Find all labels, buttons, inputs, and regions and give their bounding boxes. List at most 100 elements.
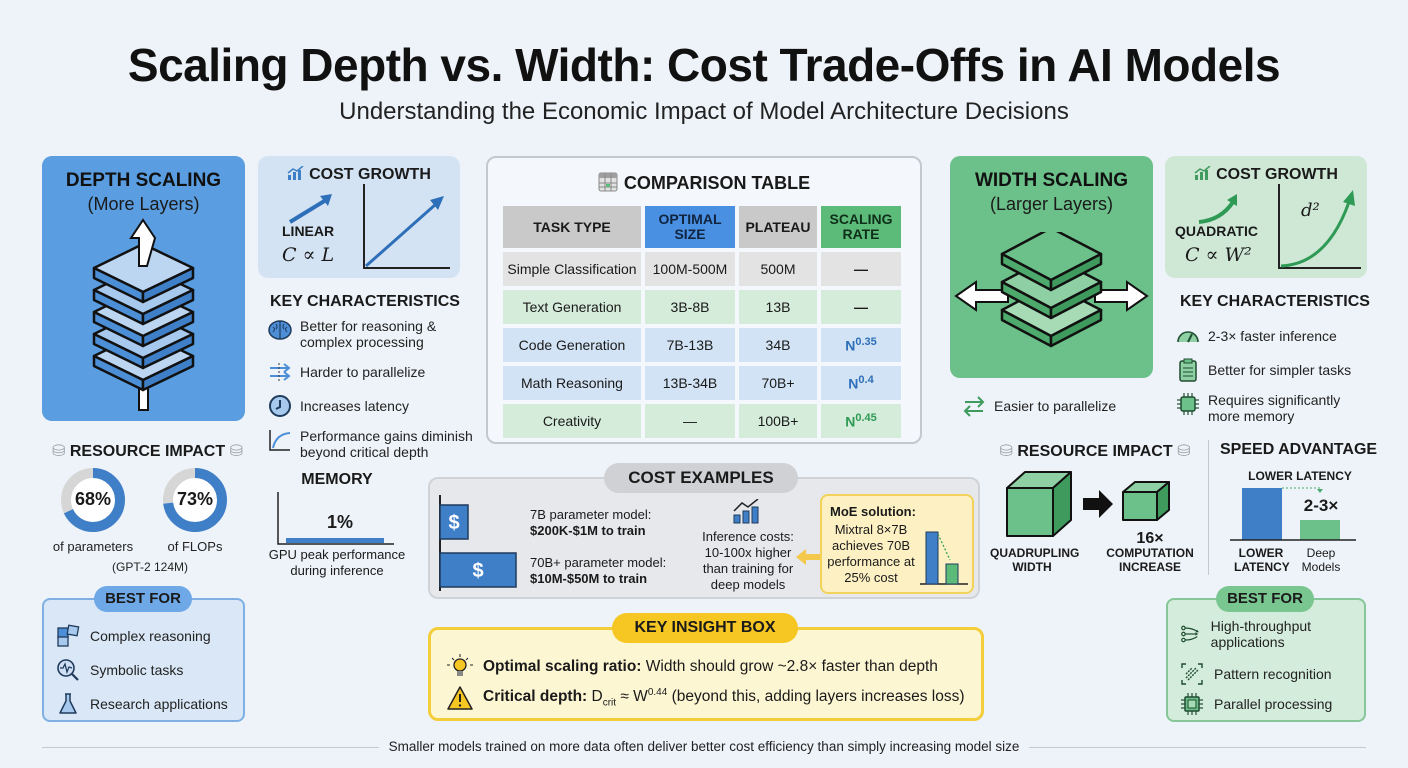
database-icon: ⛁ xyxy=(229,443,243,460)
depth-resource-impact-heading: ⛁ RESOURCE IMPACT ⛁ xyxy=(52,443,243,460)
depth-cost-growth-heading: COST GROWTH xyxy=(258,165,460,184)
computation-increase-label: COMPUTATION INCREASE xyxy=(1106,546,1194,574)
comparison-table-card: COMPARISON TABLE TASK TYPE OPTIMAL SIZE … xyxy=(486,156,922,444)
width-characteristic-item: Better for simpler tasks xyxy=(1176,358,1376,382)
swap-arrows-icon xyxy=(963,396,985,417)
moe-solution-box: MoE solution: Mixtral 8×7B achieves 70B … xyxy=(820,494,974,594)
depth-characteristics-list: Better for reasoning & complex processin… xyxy=(268,318,483,460)
quadratic-growth-chart xyxy=(1278,184,1361,269)
clipboard-icon xyxy=(1179,358,1197,382)
curve-label: d² xyxy=(1301,200,1320,221)
column-header-scaling-rate: SCALING RATE xyxy=(821,206,901,248)
insight-row-scaling-ratio: Optimal scaling ratio: Width should grow… xyxy=(447,654,938,680)
width-best-for-pill: BEST FOR xyxy=(1216,586,1314,612)
flask-icon xyxy=(59,693,77,714)
database-icon: ⛁ xyxy=(999,443,1013,460)
flops-label: of FLOPs xyxy=(167,539,223,554)
table-row: Creativity — 100B+ N0.45 xyxy=(503,404,901,438)
flops-donut: 73% xyxy=(162,467,228,533)
table-row: Simple Classification 100M-500M 500M — xyxy=(503,252,901,286)
cube-comparison-graphic xyxy=(1006,471,1170,537)
page-title: Scaling Depth vs. Width: Cost Trade-Offs… xyxy=(127,39,1281,91)
width-scaling-title: WIDTH SCALING xyxy=(974,170,1129,191)
cost-example-7b: 7B parameter model: $200K-$1M to train xyxy=(530,507,652,538)
chip-icon xyxy=(1177,393,1199,415)
speed-bar-label-deep-models: Deep Models xyxy=(1301,546,1341,574)
table-row: Text Generation 3B-8B 13B — xyxy=(503,290,901,324)
wide-layers-icon xyxy=(954,232,1149,348)
cost-example-70b: 70B+ parameter model: $10M-$50M to train xyxy=(530,555,667,586)
cost-examples-pill: COST EXAMPLES xyxy=(604,463,798,493)
table-row: Math Reasoning 13B-34B 70B+ N0.4 xyxy=(503,366,901,400)
insight-row-critical-depth: Critical depth: Dcrit ≈ W0.44 (beyond th… xyxy=(447,686,965,710)
lightbulb-icon xyxy=(447,654,473,676)
diminishing-curve-icon xyxy=(269,430,291,451)
best-for-item: Complex reasoning xyxy=(56,624,211,648)
depth-scaling-panel: DEPTH SCALING (More Layers) xyxy=(42,156,245,421)
linear-arrow-icon xyxy=(288,194,332,224)
curved-arrow-icon xyxy=(1198,194,1237,224)
depth-best-for-card: Complex reasoning Symbolic tasks Researc… xyxy=(42,598,245,722)
warning-icon xyxy=(447,686,473,710)
depth-cost-formula: C ∝ L xyxy=(282,244,335,266)
divider xyxy=(1208,440,1209,575)
comparison-table-title: COMPARISON TABLE xyxy=(488,172,920,194)
speed-factor: 2-3× xyxy=(1303,496,1339,515)
table-icon xyxy=(598,172,618,192)
parameters-label: of parameters xyxy=(52,539,134,554)
dollar-icon: $ xyxy=(472,560,483,582)
column-header-task-type: TASK TYPE xyxy=(503,206,641,248)
width-scaling-subtitle: (Larger Layers) xyxy=(989,194,1114,214)
depth-characteristic-item: Harder to parallelize xyxy=(268,360,483,384)
speed-advantage-heading: SPEED ADVANTAGE xyxy=(1220,441,1378,458)
footer-note: Smaller models trained on more data ofte… xyxy=(0,739,1408,754)
width-cost-formula: C ∝ W² xyxy=(1185,244,1252,266)
stacked-layers-icon xyxy=(92,218,195,411)
width-characteristics-list: 2-3× faster inference Better for simpler… xyxy=(1176,324,1376,424)
puzzle-icon xyxy=(57,624,80,647)
column-header-optimal-size: OPTIMAL SIZE xyxy=(645,206,735,248)
best-for-item: Pattern recognition xyxy=(1180,662,1332,686)
network-flow-icon xyxy=(1181,625,1199,643)
gpt2-note: (GPT-2 124M) xyxy=(111,560,189,574)
best-for-item: High-throughput applications xyxy=(1180,618,1364,650)
depth-best-for-pill: BEST FOR xyxy=(94,586,192,612)
width-cost-growth-label: QUADRATIC xyxy=(1175,223,1258,239)
moe-text: Mixtral 8×7B achieves 70B performance at… xyxy=(827,522,915,585)
best-for-item: Symbolic tasks xyxy=(56,658,183,682)
magnifier-wave-icon xyxy=(57,659,79,681)
depth-characteristic-item: Performance gains diminish beyond critic… xyxy=(268,428,483,460)
database-icon: ⛁ xyxy=(52,443,66,460)
width-characteristic-item: 2-3× faster inference xyxy=(1176,324,1376,348)
depth-cost-growth-label: LINEAR xyxy=(282,223,335,239)
width-cost-growth-heading: COST GROWTH xyxy=(1165,165,1367,184)
chart-growth-icon xyxy=(1194,165,1211,180)
width-parallel-note: Easier to parallelize xyxy=(962,394,1116,418)
width-scaling-panel: WIDTH SCALING (Larger Layers) xyxy=(950,156,1153,378)
depth-cost-growth-card: COST GROWTH LINEAR C ∝ L xyxy=(258,156,460,278)
depth-scaling-subtitle: (More Layers) xyxy=(87,194,200,214)
quadrupling-width-label: QUADRUPLING WIDTH xyxy=(990,546,1080,574)
chart-growth-icon xyxy=(287,165,304,180)
speed-bar-label-lower-latency: LOWER LATENCY xyxy=(1234,546,1290,574)
memory-caption: GPU peak performance during inference xyxy=(268,547,406,578)
width-resource-impact-heading: ⛁ RESOURCE IMPACT ⛁ xyxy=(999,443,1191,460)
speed-chart-title: LOWER LATENCY xyxy=(1248,469,1352,483)
width-cost-growth-card: COST GROWTH QUADRATIC C ∝ W² d² xyxy=(1165,156,1367,278)
width-best-for-card: High-throughput applications Pattern rec… xyxy=(1166,598,1366,722)
cost-bars-chart: $ $ xyxy=(439,495,517,591)
memory-bar-chart xyxy=(277,492,394,545)
brain-icon xyxy=(268,320,292,340)
database-icon: ⛁ xyxy=(1177,443,1191,460)
table-row: Code Generation 7B-13B 34B N0.35 xyxy=(503,328,901,362)
computation-multiplier: 16× xyxy=(1136,530,1164,547)
parameters-donut: 68% xyxy=(60,467,126,533)
column-header-plateau: PLATEAU xyxy=(739,206,817,248)
inference-cost-note: Inference costs: 10-100x higher than tra… xyxy=(702,529,794,592)
dollar-icon: $ xyxy=(448,512,459,534)
speed-bar-chart xyxy=(1230,487,1356,541)
memory-heading: MEMORY xyxy=(301,471,373,488)
depth-key-characteristics-heading: KEY CHARACTERISTICS xyxy=(270,293,460,310)
depth-scaling-title: DEPTH SCALING xyxy=(65,170,222,191)
clock-icon xyxy=(269,395,291,417)
